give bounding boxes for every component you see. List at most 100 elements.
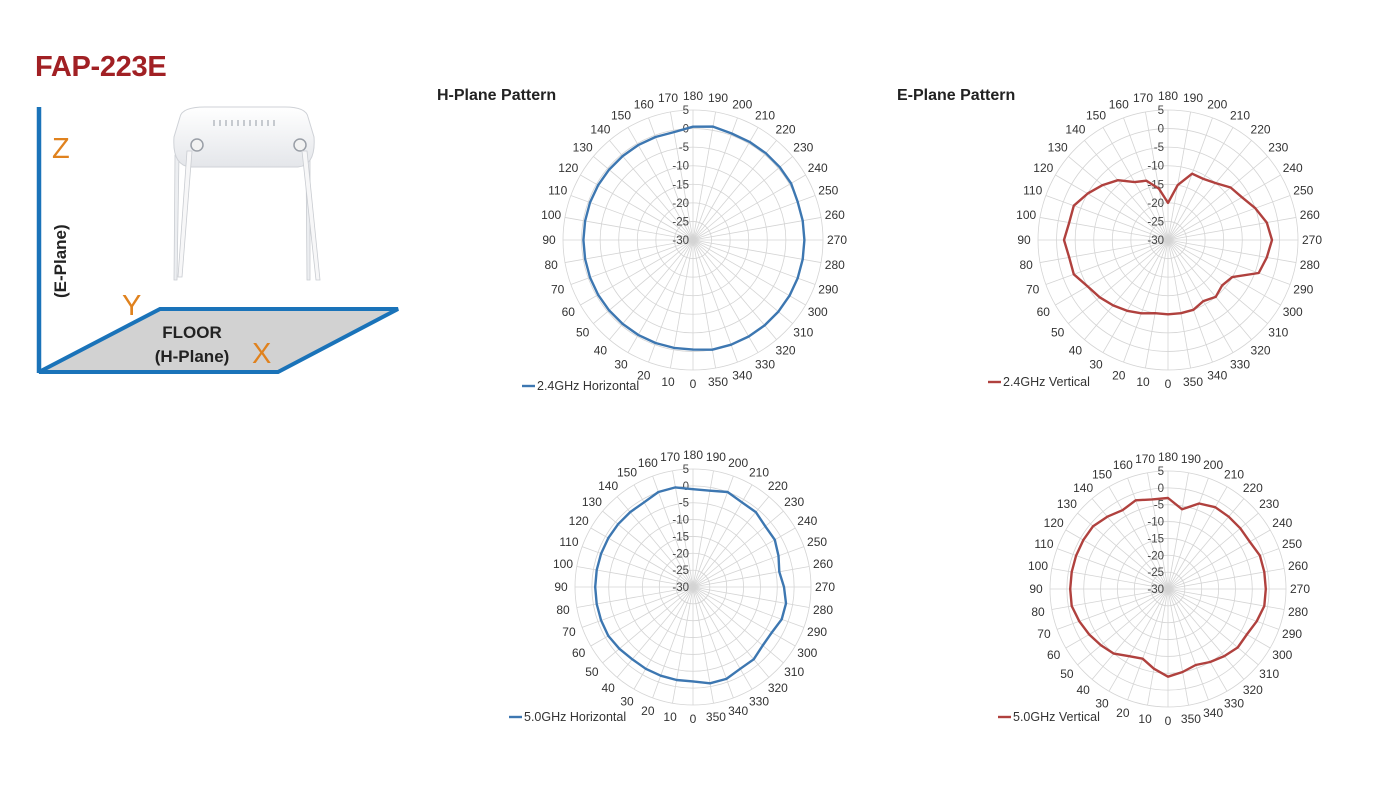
- angle-tick-label: 210: [755, 108, 775, 122]
- series-point: [1068, 221, 1071, 224]
- series-point: [1214, 296, 1217, 298]
- angle-tick-label: 60: [572, 646, 586, 660]
- series-point: [1263, 571, 1266, 573]
- grid-spoke: [670, 239, 694, 369]
- series-point: [1227, 515, 1230, 518]
- grid-spoke: [633, 586, 694, 690]
- series-point: [1116, 179, 1119, 182]
- grid-spoke: [692, 586, 770, 678]
- grid-spoke: [570, 195, 694, 241]
- angle-tick-label: 320: [1251, 343, 1271, 357]
- grid-spoke: [1167, 477, 1209, 590]
- e-plane-heading: E-Plane Pattern: [897, 87, 1016, 104]
- series-point: [1151, 498, 1154, 501]
- angle-tick-label: 240: [1283, 161, 1303, 175]
- angle-tick-label: 30: [614, 358, 628, 372]
- gain-tick-label: 5: [683, 464, 689, 476]
- z-axis-letter: Z: [52, 133, 70, 165]
- grid-spoke: [1091, 498, 1169, 590]
- angle-tick-label: 40: [594, 343, 608, 357]
- series-point: [777, 310, 780, 313]
- grid-spoke: [692, 217, 822, 241]
- angle-tick-label: 10: [1136, 375, 1150, 389]
- series-point: [1112, 304, 1114, 307]
- grid-spoke: [1167, 140, 1252, 241]
- series-point: [725, 677, 728, 680]
- series-point: [1202, 177, 1205, 180]
- series-point: [597, 184, 600, 187]
- series-point: [1181, 671, 1184, 673]
- grid-spoke: [627, 127, 694, 241]
- gain-tick-label: -15: [672, 179, 689, 191]
- grid-spoke: [692, 475, 734, 588]
- angle-tick-label: 160: [638, 456, 658, 470]
- series-point: [730, 343, 733, 346]
- angle-tick-label: 80: [545, 258, 559, 272]
- angle-tick-label: 0: [690, 377, 697, 391]
- series-point: [754, 511, 757, 514]
- angle-tick-label: 310: [793, 326, 813, 340]
- angle-tick-label: 270: [1302, 233, 1322, 247]
- gain-tick-label: 5: [683, 105, 689, 117]
- series-point: [1231, 276, 1234, 279]
- grid-spoke: [692, 117, 738, 241]
- series-point: [692, 348, 694, 351]
- angle-tick-label: 50: [576, 326, 590, 340]
- gain-tick-label: 5: [1158, 466, 1164, 478]
- grid-spoke: [692, 156, 793, 241]
- grid-spoke: [692, 586, 805, 628]
- gain-tick-label: -25: [1147, 216, 1164, 228]
- series-point: [1248, 540, 1251, 543]
- grid-spoke: [1108, 588, 1169, 692]
- series-point: [692, 680, 694, 683]
- grid-spoke: [692, 239, 738, 363]
- grid-spoke: [692, 127, 759, 241]
- series-point: [1072, 273, 1075, 276]
- angle-tick-label: 320: [776, 343, 796, 357]
- angle-tick-label: 0: [1165, 714, 1172, 728]
- series-point: [763, 324, 766, 327]
- orientation-diagram: Z Y X (E-Plane) FLOOR (H-Plane): [36, 106, 399, 374]
- grid-spoke: [652, 586, 694, 699]
- angle-tick-label: 120: [1033, 161, 1053, 175]
- series-point: [675, 679, 678, 681]
- grid-spoke: [1068, 239, 1169, 324]
- angle-tick-label: 180: [683, 89, 703, 103]
- angle-tick-label: 250: [818, 184, 838, 198]
- grid-spoke: [564, 217, 694, 241]
- grid-spoke: [1167, 239, 1191, 369]
- angle-tick-label: 10: [663, 710, 677, 724]
- angle-tick-label: 250: [1282, 537, 1302, 551]
- gain-tick-label: -30: [1147, 235, 1164, 247]
- angle-tick-label: 190: [1181, 452, 1201, 466]
- polar-chart-5ghz-vertical: 0102030405060708090100110120130140150160…: [998, 450, 1310, 728]
- angle-tick-label: 110: [559, 535, 578, 549]
- grid-spoke: [1145, 111, 1169, 241]
- grid-spoke: [1167, 156, 1268, 241]
- grid-spoke: [692, 140, 777, 241]
- grid-spoke: [1167, 239, 1213, 363]
- grid-spoke: [1077, 588, 1169, 666]
- angle-tick-label: 240: [797, 514, 817, 528]
- series-point: [1154, 312, 1157, 315]
- angle-tick-label: 160: [1113, 458, 1133, 472]
- series-point: [1191, 172, 1194, 175]
- polar-chart-2-4ghz-vertical: 0102030405060708090100110120130140150160…: [988, 89, 1322, 391]
- series-point: [1263, 605, 1266, 607]
- floor-label: FLOOR: [162, 323, 222, 342]
- angle-tick-label: 150: [617, 466, 637, 480]
- grid-spoke: [1167, 239, 1234, 353]
- grid-spoke: [1045, 195, 1169, 241]
- series-point: [1254, 207, 1257, 210]
- angle-tick-label: 80: [1031, 605, 1045, 619]
- series-point: [1133, 181, 1136, 184]
- series-point: [1223, 655, 1226, 658]
- series-point: [790, 182, 793, 185]
- angle-tick-label: 50: [1051, 326, 1065, 340]
- gain-tick-label: -30: [672, 235, 689, 247]
- gain-tick-label: -20: [672, 548, 689, 560]
- angle-tick-label: 120: [558, 161, 578, 175]
- grid-spoke: [1055, 174, 1169, 241]
- series-point: [1070, 605, 1073, 607]
- series-point: [621, 155, 624, 157]
